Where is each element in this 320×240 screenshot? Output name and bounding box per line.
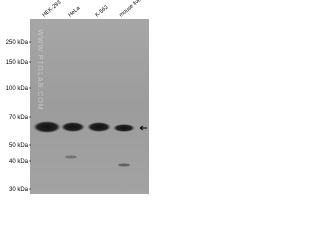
watermark: WWW.PTGLAB.COM	[36, 29, 43, 110]
lane-label: HEK-293	[41, 0, 62, 19]
marker-label: 40 kDa	[9, 159, 29, 165]
marker-label: 250 kDa	[6, 40, 29, 46]
band	[87, 122, 111, 132]
marker-label: 100 kDa	[6, 86, 29, 92]
arrow	[139, 125, 147, 131]
membrane	[30, 19, 149, 194]
faint-band	[65, 155, 77, 159]
band	[61, 122, 85, 132]
lane-label: HeLa	[67, 5, 82, 19]
marker-label: 30 kDa	[9, 187, 29, 193]
page: WWW.PTGLAB.COM HEK-293 HeLa K-562 mouse liv…	[0, 0, 150, 194]
faint-band	[118, 163, 130, 167]
band	[33, 121, 61, 133]
marker-label: 50 kDa	[9, 143, 29, 149]
western-blot: WWW.PTGLAB.COM HEK-293 HeLa K-562 mouse liv…	[6, 0, 149, 194]
lane-label: mouse liver	[118, 0, 144, 19]
band	[113, 124, 135, 132]
marker-label: 70 kDa	[9, 115, 29, 121]
lane-label: K-562	[94, 4, 109, 18]
marker-label: 150 kDa	[6, 60, 29, 66]
